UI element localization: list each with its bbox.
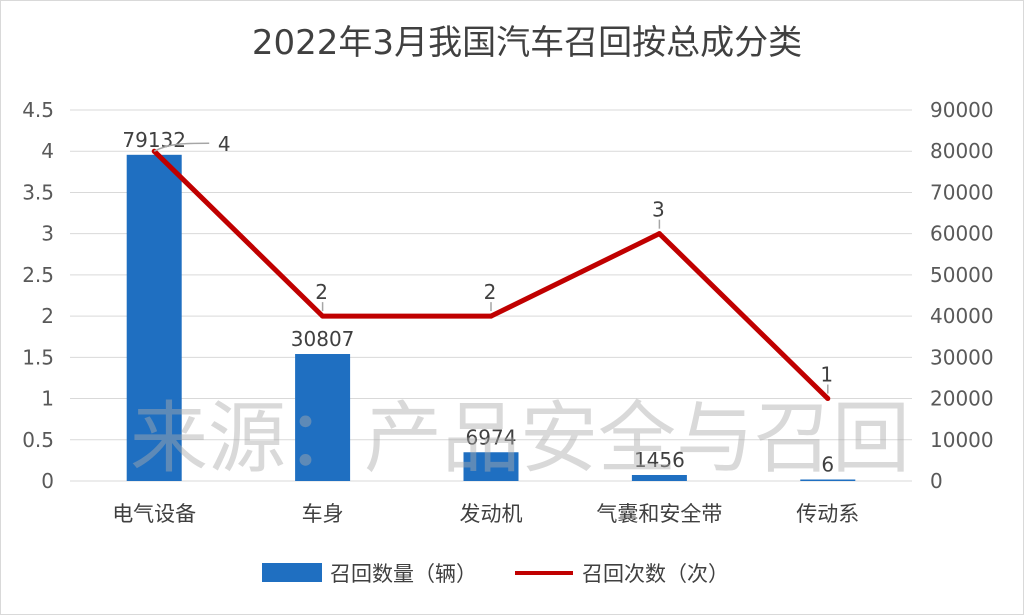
category-label: 电气设备 [112, 502, 196, 526]
bar-value-label: 79132 [122, 128, 186, 152]
line-series [151, 148, 831, 402]
line-value-label: 3 [652, 198, 665, 222]
line-point [656, 231, 662, 237]
right-tick-label: 0 [930, 469, 943, 493]
legend: 召回数量（辆） 召回次数（次） [262, 562, 729, 586]
line-value-label: 2 [315, 280, 328, 304]
right-tick-label: 50000 [930, 263, 994, 287]
left-tick-label: 2.5 [22, 263, 54, 287]
category-label: 传动系 [796, 502, 859, 526]
bar-value-label: 30807 [291, 327, 355, 351]
left-tick-label: 0.5 [22, 428, 54, 452]
right-tick-label: 70000 [930, 180, 994, 204]
bar [295, 354, 351, 481]
right-tick-label: 90000 [930, 98, 994, 122]
right-tick-label: 80000 [930, 139, 994, 163]
bar-value-label: 1456 [634, 448, 685, 472]
chart-title: 2022年3月我国汽车召回按总成分类 [252, 23, 802, 63]
right-tick-label: 40000 [930, 304, 994, 328]
category-label: 车身 [302, 502, 344, 526]
right-tick-label: 20000 [930, 387, 994, 411]
line-value-label: 4 [218, 132, 231, 156]
left-axis: 0 0.5 1 1.5 2 2.5 3 3.5 4 4.5 [22, 98, 54, 493]
bar-value-label: 6974 [466, 425, 517, 449]
right-tick-label: 30000 [930, 345, 994, 369]
line-point [825, 396, 831, 402]
legend-swatch-bar [262, 563, 322, 582]
right-tick-label: 60000 [930, 222, 994, 246]
bar [800, 479, 856, 481]
bar-value-label: 6 [821, 453, 834, 477]
left-tick-label: 3 [41, 222, 54, 246]
right-tick-label: 10000 [930, 428, 994, 452]
left-tick-label: 1 [41, 387, 54, 411]
left-tick-label: 2 [41, 304, 54, 328]
left-tick-label: 4.5 [22, 98, 54, 122]
bar [126, 154, 182, 482]
bar [631, 474, 687, 481]
right-axis: 0 10000 20000 30000 40000 50000 60000 70000 8000… [930, 98, 994, 493]
line-value-label: 1 [820, 363, 833, 387]
category-label: 气囊和安全带 [596, 502, 722, 526]
category-label: 发动机 [460, 502, 523, 526]
left-tick-label: 4 [41, 139, 54, 163]
category-axis: 电气设备 车身 发动机 气囊和安全带 传动系 [112, 502, 859, 526]
bar [463, 452, 519, 481]
line-point [320, 313, 326, 319]
line-value-label: 2 [484, 280, 497, 304]
left-tick-label: 1.5 [22, 345, 54, 369]
left-tick-label: 3.5 [22, 180, 54, 204]
legend-label-bar: 召回数量（辆） [330, 562, 477, 586]
gridlines [70, 109, 912, 482]
legend-label-line: 召回次数（次） [582, 562, 729, 586]
line-point [488, 313, 494, 319]
data-labels: 79132 30807 6974 1456 6 4 2 2 3 1 [122, 128, 834, 477]
left-tick-label: 0 [41, 469, 54, 493]
leader-line [153, 142, 210, 152]
watermark-text: 来源：产品安全与召回 [130, 394, 910, 484]
bar-series [126, 154, 856, 482]
